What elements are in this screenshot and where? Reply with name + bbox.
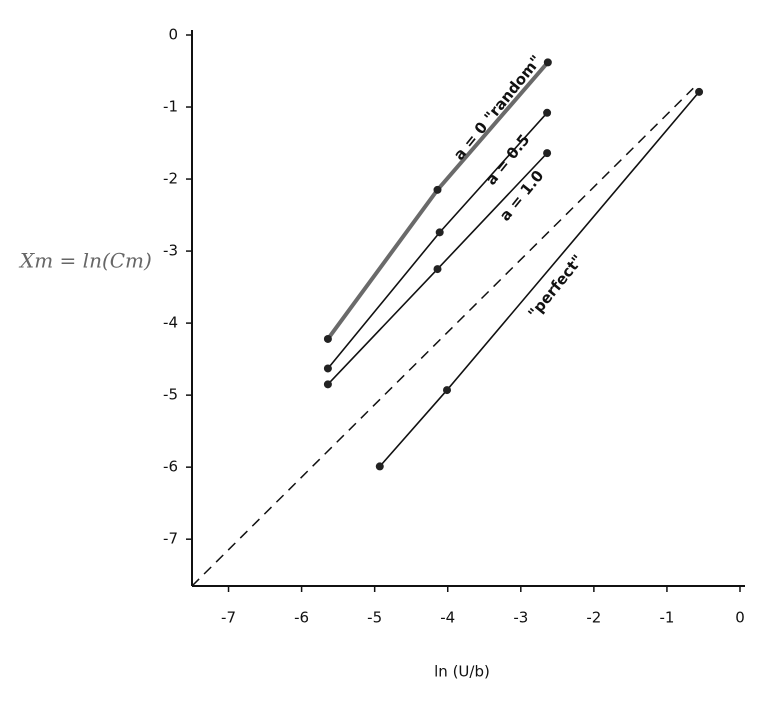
data-point: [695, 87, 704, 96]
x-tick-label: -3: [513, 609, 528, 627]
x-tick-label: -4: [440, 609, 455, 627]
y-tick-label: -3: [163, 242, 178, 260]
data-point: [543, 149, 552, 158]
y-tick-label: -2: [163, 170, 178, 188]
data-point: [435, 228, 444, 237]
y-tick-label: -7: [163, 530, 178, 548]
x-tick-label: -6: [294, 609, 309, 627]
data-point: [443, 386, 452, 395]
y-tick-label: -6: [163, 458, 178, 476]
data-point: [323, 380, 332, 389]
series-label: a = 0 "random": [450, 52, 545, 164]
data-point: [433, 265, 442, 274]
x-tick-label: 0: [735, 609, 745, 627]
y-tick-label: -5: [163, 386, 178, 404]
x-axis-label: ln (U/b): [434, 663, 490, 681]
data-point: [323, 334, 332, 343]
x-tick-label: -2: [586, 609, 601, 627]
data-point: [375, 462, 384, 471]
y-tick-label: -4: [163, 314, 178, 332]
data-point: [433, 185, 442, 194]
y-tick-label: -1: [163, 98, 178, 116]
y-axis-label: Xm = ln(Cm): [18, 249, 152, 273]
x-tick-label: -7: [221, 609, 236, 627]
data-point: [543, 58, 552, 67]
data-point: [323, 364, 332, 373]
series-line: [191, 87, 694, 587]
x-tick-label: -1: [659, 609, 674, 627]
y-tick-label: 0: [168, 26, 178, 44]
data-point: [543, 108, 552, 117]
x-tick-label: -5: [367, 609, 382, 627]
